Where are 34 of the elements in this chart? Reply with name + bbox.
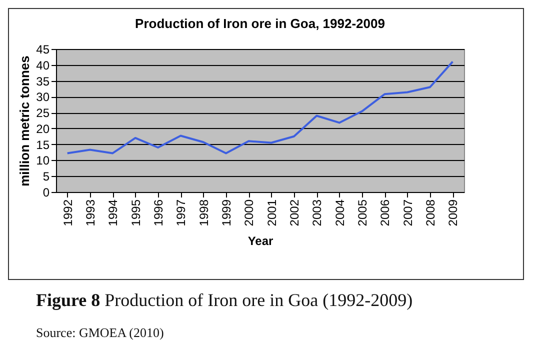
- x-tick-label: 1995: [128, 199, 143, 226]
- y-tick-label: 20: [36, 122, 50, 136]
- x-tick-label: 1993: [84, 199, 98, 226]
- y-tick-label: 5: [42, 170, 50, 184]
- line-series: [66, 60, 454, 154]
- y-tick-label: 45: [36, 42, 50, 56]
- y-tick-label: 35: [36, 74, 50, 88]
- x-tick-label: 2003: [310, 199, 324, 226]
- x-tick-label: 1996: [152, 199, 166, 226]
- source-note: Source: GMOEA (2010): [36, 325, 164, 341]
- y-tick-label: 25: [36, 106, 50, 120]
- x-tick-label: 1992: [60, 199, 75, 226]
- x-tick-label: 1997: [174, 199, 188, 226]
- y-tick-label: 30: [36, 90, 50, 104]
- x-tick-label: 2005: [356, 199, 370, 226]
- caption: Figure 8 Production of Iron ore in Goa (1992-2009): [36, 290, 413, 311]
- chart-title: Production of Iron ore in Goa, 1992-2009: [135, 16, 385, 31]
- x-tick-label: 1994: [106, 199, 120, 226]
- x-tick-label: 2000: [242, 199, 256, 226]
- x-tick-label: 1999: [220, 199, 234, 226]
- y-axis-title: million metric tonnes: [17, 56, 32, 186]
- x-tick-label: 1998: [196, 199, 211, 226]
- y-tick-label: 10: [36, 154, 50, 168]
- x-tick-label: 2006: [378, 199, 392, 226]
- x-tick-label: 2008: [424, 199, 438, 226]
- x-tick-label: 2007: [400, 199, 415, 226]
- y-tick-label: 40: [36, 58, 50, 72]
- x-tick-label: 2009: [446, 199, 460, 226]
- x-axis-title: Year: [248, 234, 274, 248]
- y-tick-label: 15: [36, 138, 50, 152]
- x-tick-label: 2004: [332, 199, 347, 226]
- x-tick-label: 2002: [288, 199, 302, 226]
- y-tick-label: 0: [42, 186, 50, 200]
- x-tick-label: 2001: [264, 199, 279, 226]
